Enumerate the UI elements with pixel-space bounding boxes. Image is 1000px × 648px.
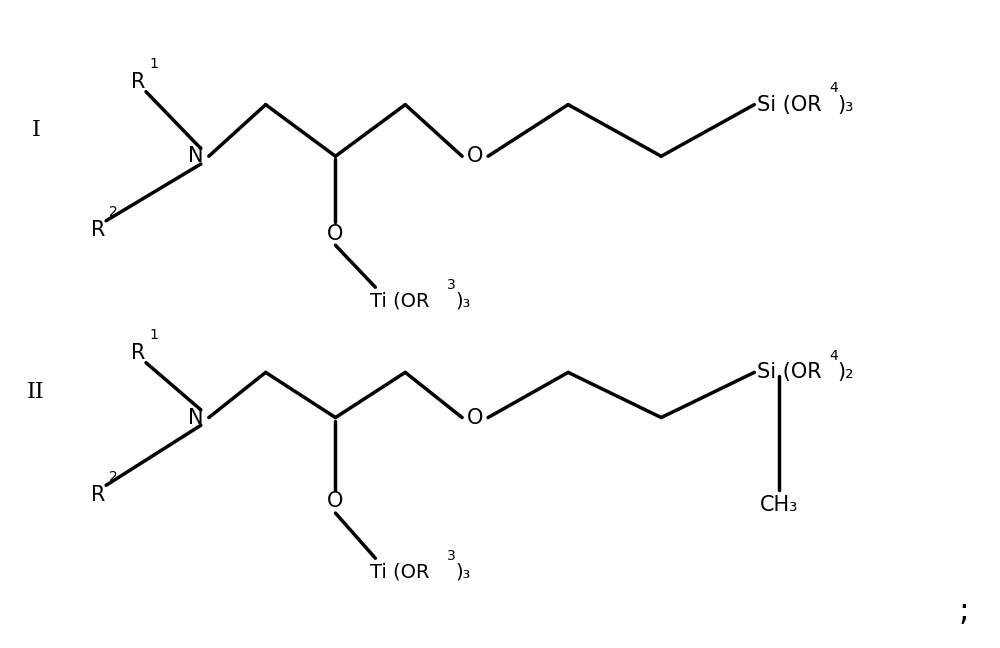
- Text: CH₃: CH₃: [760, 494, 798, 515]
- Text: O: O: [467, 408, 483, 428]
- Text: O: O: [327, 224, 344, 244]
- Text: 3: 3: [447, 550, 456, 563]
- Text: 1: 1: [149, 328, 158, 342]
- Text: 2: 2: [109, 470, 118, 484]
- Text: I: I: [31, 119, 40, 141]
- Text: Si (OR: Si (OR: [757, 362, 822, 382]
- Text: O: O: [467, 146, 483, 167]
- Text: R: R: [131, 343, 145, 363]
- Text: N: N: [188, 408, 204, 428]
- Text: N: N: [188, 146, 204, 167]
- Text: R: R: [91, 220, 106, 240]
- Text: R: R: [131, 72, 145, 92]
- Text: 4: 4: [829, 349, 838, 363]
- Text: Ti (OR: Ti (OR: [370, 563, 430, 582]
- Text: 3: 3: [447, 278, 456, 292]
- Text: Ti (OR: Ti (OR: [370, 292, 430, 311]
- Text: )₂: )₂: [837, 362, 854, 382]
- Text: R: R: [91, 485, 106, 505]
- Text: II: II: [26, 381, 44, 403]
- Text: ;: ;: [958, 596, 969, 627]
- Text: )₃: )₃: [837, 95, 853, 115]
- Text: O: O: [327, 491, 344, 511]
- Text: )₃: )₃: [455, 292, 471, 311]
- Text: )₃: )₃: [455, 563, 471, 582]
- Text: 1: 1: [149, 57, 158, 71]
- Text: Si (OR: Si (OR: [757, 95, 822, 115]
- Text: 4: 4: [829, 81, 838, 95]
- Text: 2: 2: [109, 205, 118, 220]
